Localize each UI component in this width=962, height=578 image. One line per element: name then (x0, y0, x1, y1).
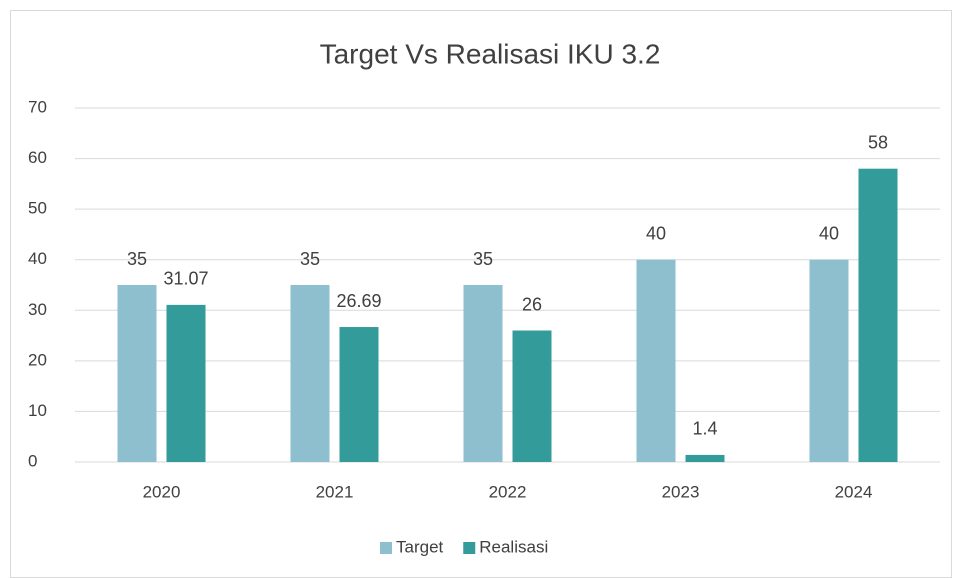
bar (166, 304, 206, 462)
bar (512, 330, 552, 462)
x-tick-label: 2023 (662, 482, 700, 501)
bar (463, 285, 503, 462)
x-tick-label: 2021 (316, 482, 354, 501)
data-label: 40 (819, 223, 839, 243)
legend-swatch (380, 542, 392, 554)
y-tick-label: 10 (28, 401, 47, 420)
y-tick-label: 40 (28, 249, 47, 268)
data-label: 31.07 (163, 269, 208, 289)
x-tick-label: 2024 (835, 482, 873, 501)
data-label: 1.4 (692, 419, 717, 439)
data-label: 58 (868, 132, 888, 152)
y-tick-label: 60 (28, 148, 47, 167)
data-label: 35 (127, 249, 147, 269)
legend-swatch (463, 542, 476, 554)
legend-label: Realisasi (479, 537, 548, 556)
x-tick-label: 2020 (143, 482, 181, 501)
data-label: 26 (522, 294, 542, 314)
y-tick-label: 50 (28, 199, 47, 218)
legend-label: Target (396, 537, 444, 556)
bar (117, 285, 157, 462)
bar (685, 454, 725, 462)
data-label: 40 (646, 223, 666, 243)
bar (290, 285, 330, 462)
chart-title: Target Vs Realisasi IKU 3.2 (320, 38, 661, 69)
y-tick-label: 30 (28, 300, 47, 319)
y-tick-label: 20 (28, 350, 47, 369)
bar (636, 259, 676, 462)
y-tick-label: 0 (28, 451, 37, 470)
bar (809, 259, 849, 462)
bar (858, 168, 898, 462)
data-label: 35 (473, 249, 493, 269)
x-tick-label: 2022 (489, 482, 527, 501)
data-label: 35 (300, 249, 320, 269)
data-label: 26.69 (336, 291, 381, 311)
bar (339, 327, 379, 462)
y-tick-label: 70 (28, 97, 47, 116)
